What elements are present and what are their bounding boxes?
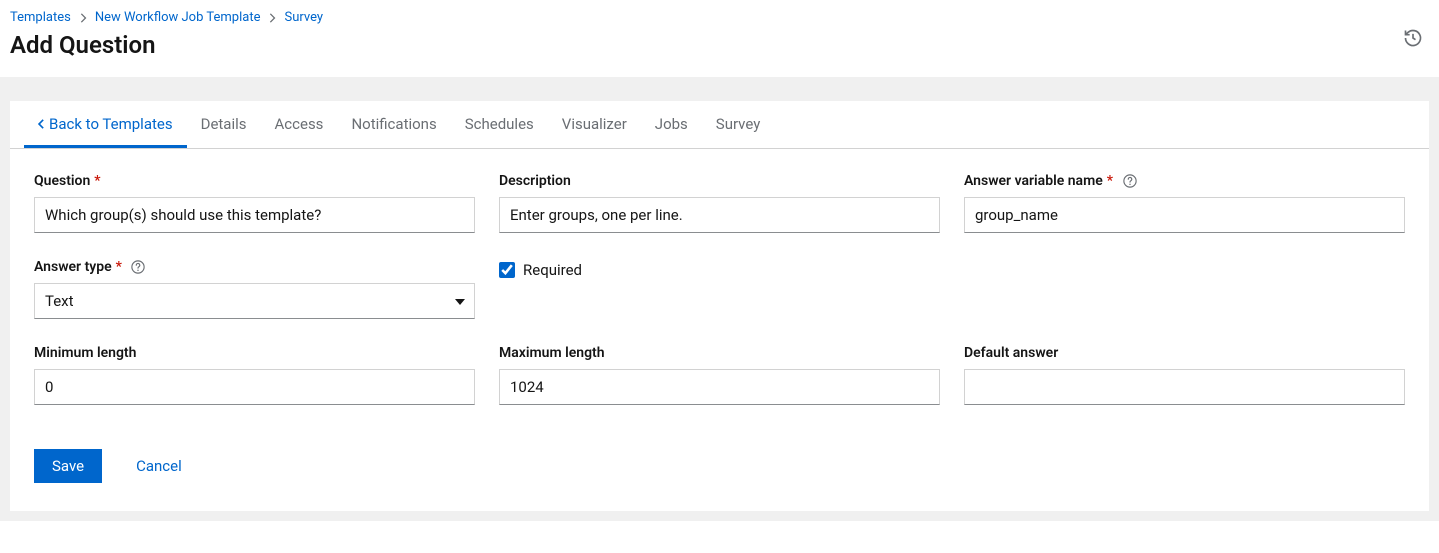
required-checkbox[interactable] [499,262,515,278]
required-indicator: * [94,173,100,189]
form-grid: Question* Description Answer variable na… [34,173,1405,405]
breadcrumb: Templates New Workflow Job Template Surv… [10,10,1429,25]
label-description: Description [499,173,940,189]
label-answer-type-text: Answer type [34,259,112,275]
field-description: Description [499,173,940,233]
answer-type-select[interactable]: Text [34,283,475,319]
field-variable-name: Answer variable name* [964,173,1405,233]
help-icon[interactable] [131,260,145,274]
tab-back-label: Back to Templates [49,115,173,133]
field-max-length: Maximum length [499,345,940,405]
tab-details[interactable]: Details [187,101,261,148]
history-icon[interactable] [1403,28,1423,52]
help-icon[interactable] [1123,174,1137,188]
page-header: Templates New Workflow Job Template Surv… [0,0,1439,77]
form-actions: Save Cancel [34,449,1405,483]
tab-back-to-templates[interactable]: Back to Templates [24,101,187,148]
default-answer-input[interactable] [964,369,1405,405]
caret-left-icon [38,119,45,129]
label-question: Question* [34,173,475,189]
answer-type-select-wrap: Text [34,283,475,319]
description-input[interactable] [499,197,940,233]
breadcrumb-link-templates[interactable]: Templates [10,10,71,25]
cancel-button[interactable]: Cancel [136,457,182,475]
tab-schedules[interactable]: Schedules [451,101,548,148]
chevron-right-icon [79,13,87,23]
label-max-length: Maximum length [499,345,940,361]
label-variable-name-text: Answer variable name [964,173,1103,189]
form-card: Back to Templates Details Access Notific… [10,101,1429,511]
label-question-text: Question [34,173,90,189]
field-default-answer: Default answer [964,345,1405,405]
tab-visualizer[interactable]: Visualizer [548,101,641,148]
tab-notifications[interactable]: Notifications [337,101,450,148]
min-length-input[interactable] [34,369,475,405]
max-length-input[interactable] [499,369,940,405]
tab-jobs[interactable]: Jobs [641,101,702,148]
tab-access[interactable]: Access [261,101,338,148]
chevron-right-icon [268,13,276,23]
question-input[interactable] [34,197,475,233]
required-label: Required [523,261,582,279]
field-required: Required [499,259,940,319]
label-variable-name: Answer variable name* [964,173,1405,189]
save-button[interactable]: Save [34,449,102,483]
tab-survey[interactable]: Survey [702,101,775,148]
breadcrumb-link-survey[interactable]: Survey [284,10,323,25]
spacer [964,259,1405,319]
label-min-length: Minimum length [34,345,475,361]
label-default-answer: Default answer [964,345,1405,361]
tabs: Back to Templates Details Access Notific… [10,101,1429,149]
label-answer-type: Answer type* [34,259,475,275]
required-indicator: * [1107,173,1113,189]
breadcrumb-link-new-workflow-job-template[interactable]: New Workflow Job Template [95,10,261,25]
field-question: Question* [34,173,475,233]
field-min-length: Minimum length [34,345,475,405]
variable-name-input[interactable] [964,197,1405,233]
form-area: Question* Description Answer variable na… [10,149,1429,511]
content-band: Back to Templates Details Access Notific… [0,77,1439,521]
field-answer-type: Answer type* Text [34,259,475,319]
page-title: Add Question [10,31,1429,59]
required-indicator: * [116,259,122,275]
